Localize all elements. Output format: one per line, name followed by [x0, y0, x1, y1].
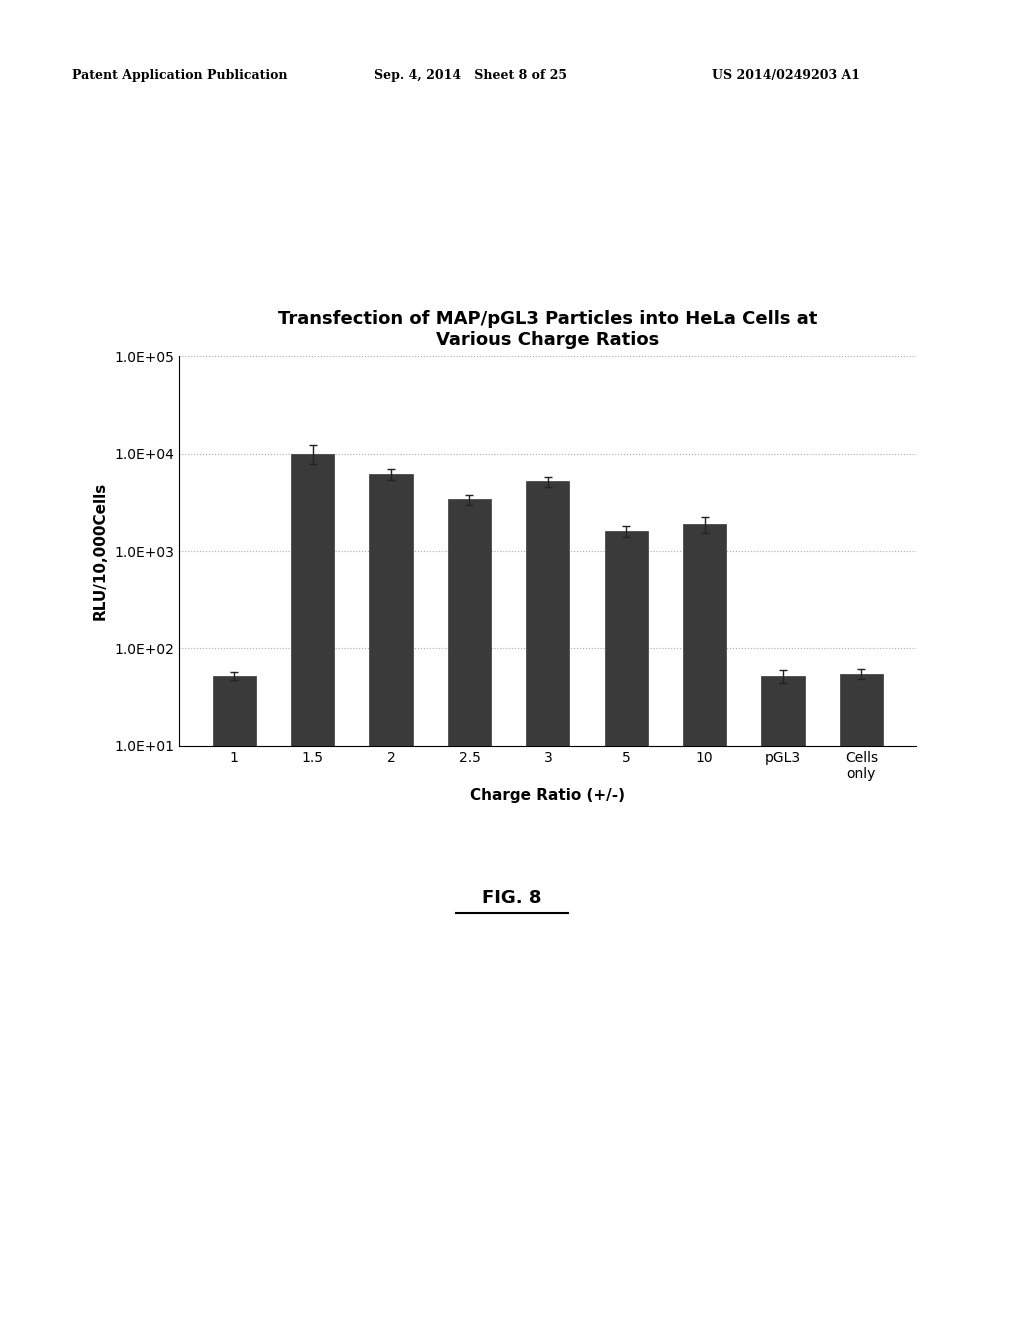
- Text: Sep. 4, 2014   Sheet 8 of 25: Sep. 4, 2014 Sheet 8 of 25: [374, 69, 566, 82]
- Title: Transfection of MAP/pGL3 Particles into HeLa Cells at
Various Charge Ratios: Transfection of MAP/pGL3 Particles into …: [279, 310, 817, 350]
- Y-axis label: RLU/10,000Cells: RLU/10,000Cells: [92, 482, 108, 620]
- Bar: [526, 482, 569, 1320]
- Bar: [762, 676, 805, 1320]
- Bar: [840, 673, 883, 1320]
- Bar: [291, 454, 334, 1320]
- Bar: [605, 531, 648, 1320]
- Text: Patent Application Publication: Patent Application Publication: [72, 69, 287, 82]
- Bar: [370, 474, 413, 1320]
- Bar: [447, 499, 490, 1320]
- X-axis label: Charge Ratio (+/-): Charge Ratio (+/-): [470, 788, 626, 803]
- Bar: [213, 676, 256, 1320]
- Bar: [683, 524, 726, 1320]
- Text: US 2014/0249203 A1: US 2014/0249203 A1: [712, 69, 860, 82]
- Text: FIG. 8: FIG. 8: [482, 888, 542, 907]
